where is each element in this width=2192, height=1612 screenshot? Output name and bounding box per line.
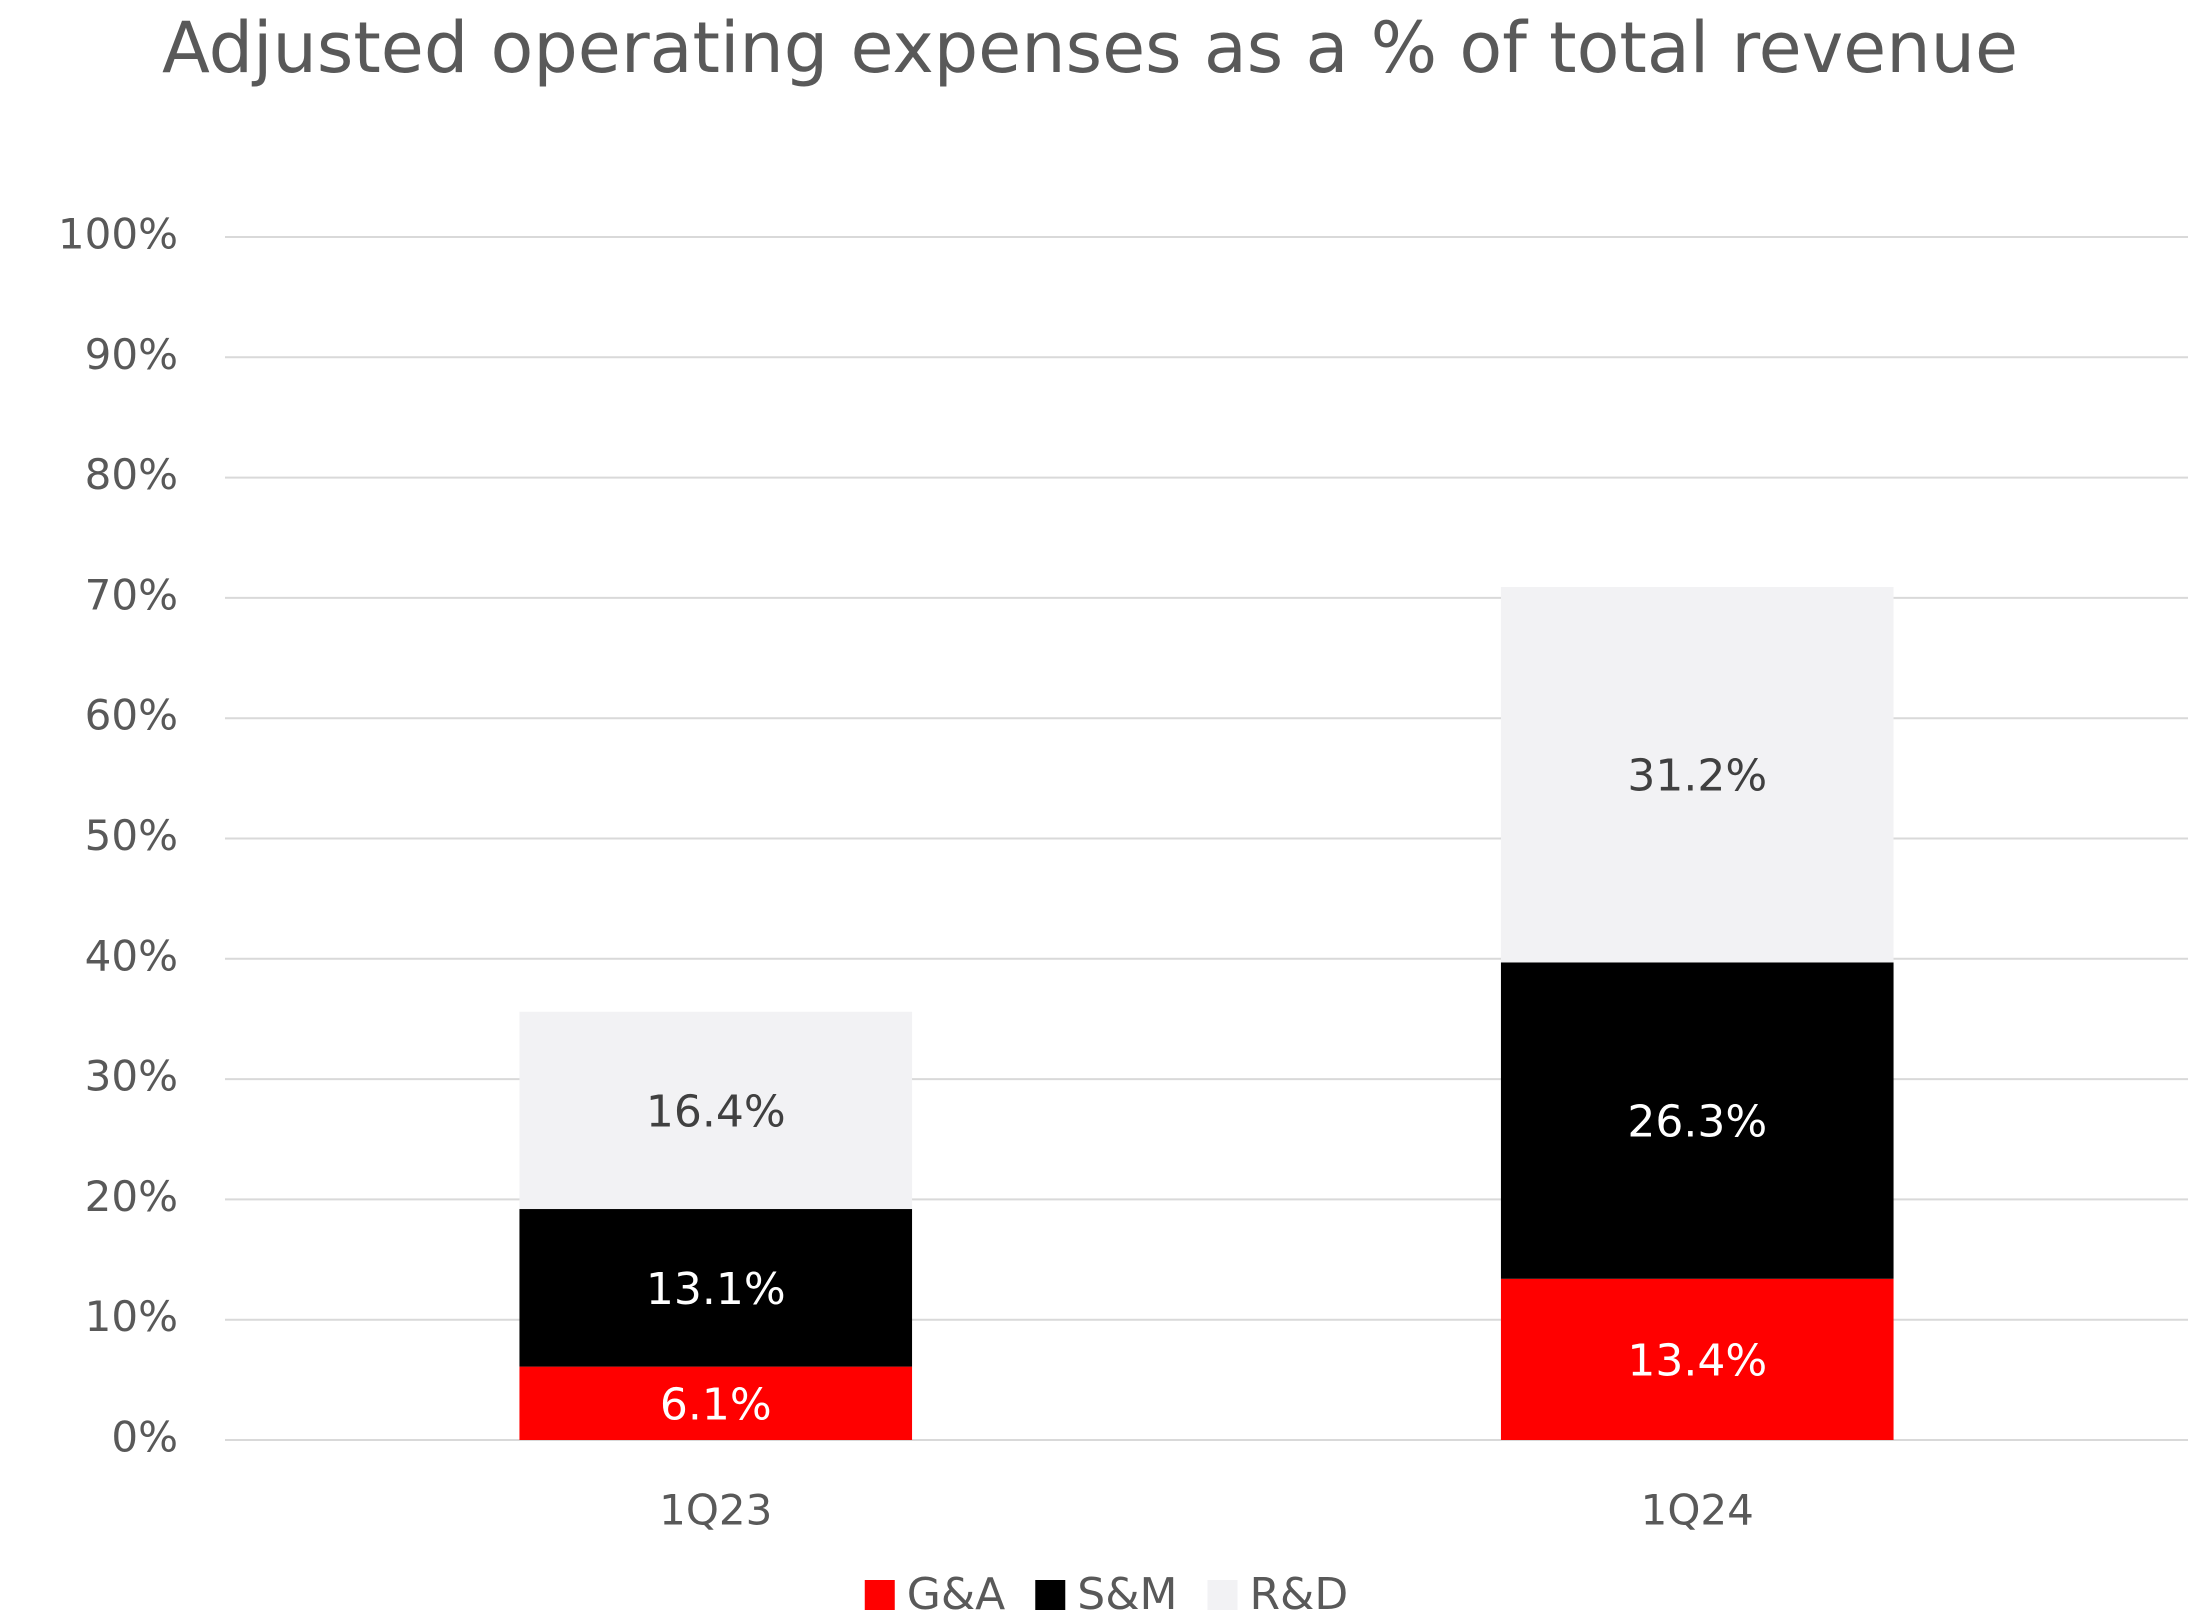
legend-label: G&A <box>907 1569 1006 1612</box>
data-label: 13.4% <box>1627 1335 1767 1386</box>
bar-segment <box>519 1209 913 1367</box>
data-label: 26.3% <box>1627 1097 1767 1148</box>
x-tick-label: 1Q24 <box>1641 1486 1754 1535</box>
y-tick-label: 50% <box>85 811 178 860</box>
y-tick-label: 0% <box>111 1413 178 1462</box>
y-tick-label: 30% <box>85 1052 178 1101</box>
legend-swatch <box>1207 1580 1238 1610</box>
chart-title: Adjusted operating expenses as a % of to… <box>162 7 2018 89</box>
legend-label: S&M <box>1077 1569 1177 1612</box>
y-tick-label: 40% <box>85 931 178 980</box>
x-tick-label: 1Q23 <box>659 1486 772 1535</box>
bar-segment <box>1500 587 1894 963</box>
bar-segment <box>1500 962 1894 1279</box>
legend-swatch <box>1035 1580 1066 1610</box>
data-label: 16.4% <box>646 1086 786 1137</box>
data-label: 31.2% <box>1627 751 1767 802</box>
y-tick-label: 100% <box>58 210 178 259</box>
data-label: 13.1% <box>646 1264 786 1315</box>
bar-segment <box>1500 1278 1894 1440</box>
y-tick-label: 70% <box>85 570 178 619</box>
legend-swatch <box>864 1580 895 1610</box>
bar-segment <box>519 1011 913 1210</box>
y-tick-label: 10% <box>85 1292 178 1341</box>
legend-label: R&D <box>1249 1569 1348 1612</box>
y-tick-label: 90% <box>85 330 178 379</box>
y-tick-label: 20% <box>85 1172 178 1221</box>
y-tick-label: 60% <box>85 691 178 740</box>
bar-segment <box>519 1366 913 1440</box>
y-tick-label: 80% <box>85 450 178 499</box>
data-label: 6.1% <box>660 1379 772 1430</box>
